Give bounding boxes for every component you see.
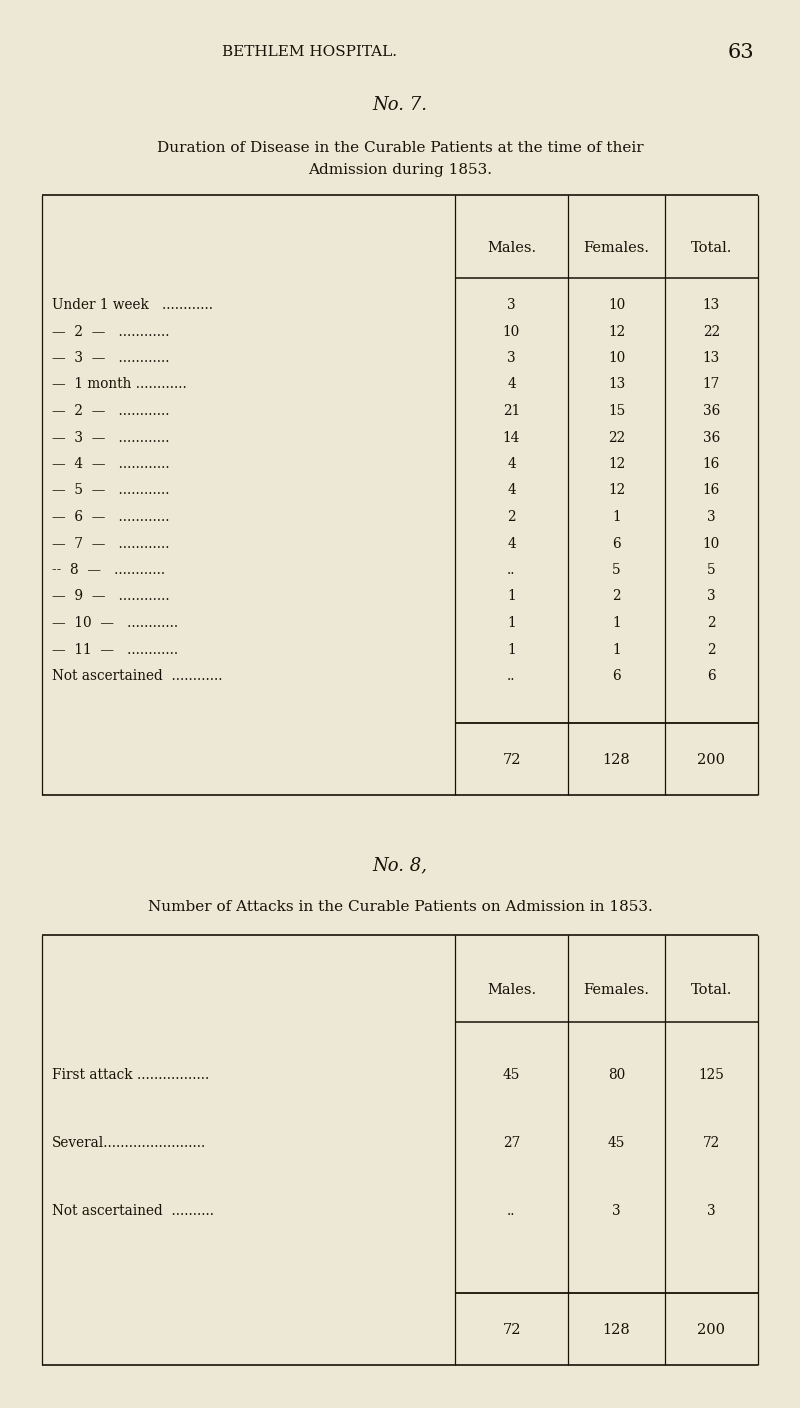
Text: 63: 63 [728, 42, 754, 62]
Text: 27: 27 [503, 1136, 520, 1150]
Text: 22: 22 [608, 431, 625, 445]
Text: 3: 3 [612, 1204, 621, 1218]
Text: —  11  —   ............: — 11 — ............ [52, 642, 178, 656]
Text: —  7  —   ............: — 7 — ............ [52, 536, 170, 551]
Text: 3: 3 [507, 298, 516, 313]
Text: ..: .. [507, 563, 516, 577]
Text: 2: 2 [707, 617, 716, 629]
Text: 2: 2 [707, 642, 716, 656]
Text: BETHLEM HOSPITAL.: BETHLEM HOSPITAL. [222, 45, 398, 59]
Text: 72: 72 [703, 1136, 720, 1150]
Text: 2: 2 [612, 590, 621, 604]
Text: 6: 6 [612, 669, 621, 683]
Text: ..: .. [507, 1204, 516, 1218]
Text: Duration of Disease in the Curable Patients at the time of their: Duration of Disease in the Curable Patie… [157, 141, 643, 155]
Text: 80: 80 [608, 1069, 625, 1081]
Text: 4: 4 [507, 483, 516, 497]
Text: No. 8,: No. 8, [373, 856, 427, 874]
Text: —  4  —   ............: — 4 — ............ [52, 458, 170, 472]
Text: --  8  —   ............: -- 8 — ............ [52, 563, 165, 577]
Text: 1: 1 [507, 642, 516, 656]
Text: 1: 1 [612, 617, 621, 629]
Text: 200: 200 [698, 753, 726, 767]
Text: —  2  —   ............: — 2 — ............ [52, 324, 170, 338]
Text: 1: 1 [507, 590, 516, 604]
Text: 12: 12 [608, 458, 625, 472]
Text: Total.: Total. [691, 241, 732, 255]
Text: 6: 6 [707, 669, 716, 683]
Text: 10: 10 [503, 324, 520, 338]
Text: 3: 3 [707, 1204, 716, 1218]
Text: 4: 4 [507, 458, 516, 472]
Text: 10: 10 [608, 298, 625, 313]
Text: 10: 10 [608, 351, 625, 365]
Text: 16: 16 [703, 458, 720, 472]
Text: 15: 15 [608, 404, 625, 418]
Text: 128: 128 [602, 1324, 630, 1338]
Text: 10: 10 [703, 536, 720, 551]
Text: 4: 4 [507, 536, 516, 551]
Text: 72: 72 [502, 753, 521, 767]
Text: Not ascertained  ..........: Not ascertained .......... [52, 1204, 214, 1218]
Text: 1: 1 [612, 510, 621, 524]
Text: 6: 6 [612, 536, 621, 551]
Text: 1: 1 [612, 642, 621, 656]
Text: 21: 21 [503, 404, 520, 418]
Text: 128: 128 [602, 753, 630, 767]
Text: 36: 36 [703, 431, 720, 445]
Text: Total.: Total. [691, 983, 732, 997]
Text: —  3  —   ............: — 3 — ............ [52, 431, 170, 445]
Text: —  1 month ............: — 1 month ............ [52, 377, 186, 391]
Text: Females.: Females. [583, 983, 650, 997]
Text: —  9  —   ............: — 9 — ............ [52, 590, 170, 604]
Text: 1: 1 [507, 617, 516, 629]
Text: 5: 5 [612, 563, 621, 577]
Text: 12: 12 [608, 483, 625, 497]
Text: —  3  —   ............: — 3 — ............ [52, 351, 170, 365]
Text: 3: 3 [707, 590, 716, 604]
Text: 2: 2 [507, 510, 516, 524]
Text: 5: 5 [707, 563, 716, 577]
Text: 13: 13 [608, 377, 625, 391]
Text: 14: 14 [503, 431, 520, 445]
Text: —  10  —   ............: — 10 — ............ [52, 617, 178, 629]
Text: Number of Attacks in the Curable Patients on Admission in 1853.: Number of Attacks in the Curable Patient… [148, 900, 652, 914]
Text: 45: 45 [503, 1069, 520, 1081]
Text: ..: .. [507, 669, 516, 683]
Text: 72: 72 [502, 1324, 521, 1338]
Text: Females.: Females. [583, 241, 650, 255]
Text: 12: 12 [608, 324, 625, 338]
Text: 125: 125 [698, 1069, 725, 1081]
Text: —  6  —   ............: — 6 — ............ [52, 510, 170, 524]
Text: 4: 4 [507, 377, 516, 391]
Text: 13: 13 [703, 351, 720, 365]
Text: Admission during 1853.: Admission during 1853. [308, 163, 492, 177]
Text: 13: 13 [703, 298, 720, 313]
Text: 200: 200 [698, 1324, 726, 1338]
Text: 3: 3 [507, 351, 516, 365]
Text: First attack .................: First attack ................. [52, 1069, 210, 1081]
Text: Under 1 week   ............: Under 1 week ............ [52, 298, 213, 313]
Text: —  2  —   ............: — 2 — ............ [52, 404, 170, 418]
Text: 17: 17 [703, 377, 720, 391]
Text: 45: 45 [608, 1136, 625, 1150]
Text: Several........................: Several........................ [52, 1136, 206, 1150]
Text: 16: 16 [703, 483, 720, 497]
Text: Males.: Males. [487, 983, 536, 997]
Text: No. 7.: No. 7. [373, 96, 427, 114]
Text: Not ascertained  ............: Not ascertained ............ [52, 669, 222, 683]
Text: 22: 22 [703, 324, 720, 338]
Text: 36: 36 [703, 404, 720, 418]
Text: 3: 3 [707, 510, 716, 524]
Text: Males.: Males. [487, 241, 536, 255]
Text: —  5  —   ............: — 5 — ............ [52, 483, 170, 497]
